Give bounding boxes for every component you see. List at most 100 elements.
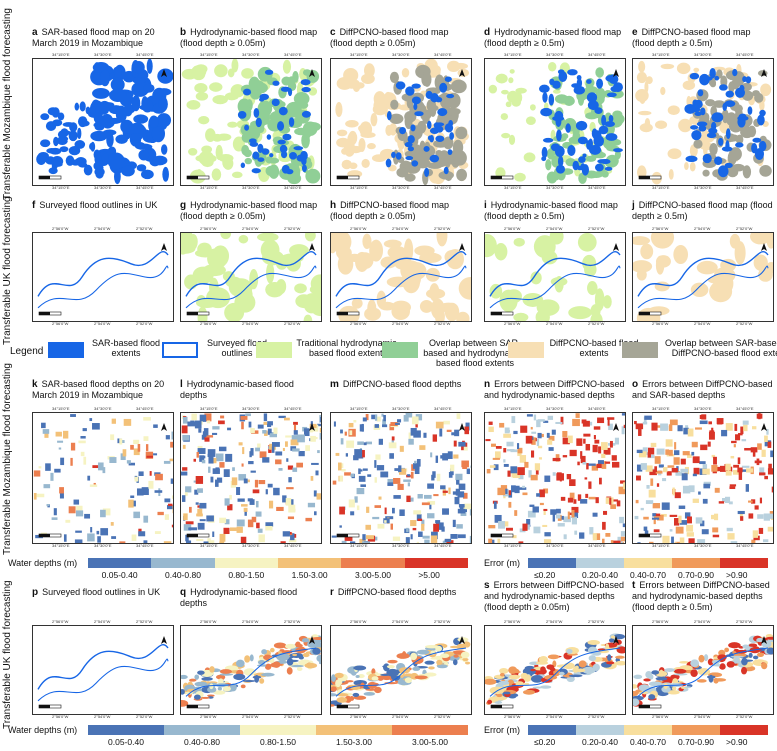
map-p-image (37, 636, 169, 709)
lon-tick-q-0: 2°56'0"W (200, 714, 217, 719)
panel-c-title: c DiffPCNO-based flood map (flood depth ≥… (330, 27, 449, 48)
map-panel-c (330, 58, 472, 186)
map-panel-m (330, 412, 472, 544)
lon-tick-top-e-2: 34°45'0"E (736, 52, 754, 57)
colorbar-label-3: 1.50-3.00 (336, 737, 372, 747)
lon-tick-p-0: 2°56'0"W (52, 714, 69, 719)
lon-tick-b-0: 34°15'0"E (200, 185, 218, 190)
lon-tick-top-m-0: 34°15'0"E (350, 406, 368, 411)
lon-tick-top-q-0: 2°56'0"W (200, 619, 217, 624)
map-q-image (181, 634, 321, 709)
lon-tick-top-t-1: 2°54'0"W (694, 619, 711, 624)
legend-label-3: Overlap between SAR-based and hydrodynam… (423, 338, 527, 368)
lon-tick-top-s-1: 2°54'0"W (546, 619, 563, 624)
lon-tick-top-o-2: 34°45'0"E (736, 406, 754, 411)
map-panel-s (484, 625, 626, 715)
lon-tick-top-f-2: 2°52'0"W (136, 226, 153, 231)
row-label-1: Transferable Mozambique flood forecastin… (2, 8, 13, 200)
map-s-image (485, 633, 625, 709)
map-panel-h (330, 232, 472, 322)
panel-m-title: m DiffPCNO-based flood depths (330, 379, 462, 390)
lon-tick-top-d-2: 34°45'0"E (588, 52, 606, 57)
lon-tick-c-2: 34°45'0"E (434, 185, 452, 190)
colorbar-label-5: >5.00 (418, 570, 440, 580)
lon-tick-e-2: 34°45'0"E (736, 185, 754, 190)
lon-tick-top-f-0: 2°56'0"W (52, 226, 69, 231)
error-colorbar-moz (528, 558, 768, 568)
row-label-3: Transferable Mozambique flood forecastin… (2, 363, 13, 555)
colorbar-segment-4 (720, 725, 768, 735)
colorbar-label-3: 1.50-3.00 (291, 570, 328, 580)
lon-tick-top-p-2: 2°52'0"W (136, 619, 153, 624)
colorbar-label-1: 0.20-0.40 (582, 737, 618, 747)
row-label-4: Transferable UK flood forecasting (2, 580, 13, 730)
lon-tick-top-c-1: 34°30'0"E (392, 52, 410, 57)
lon-tick-top-c-2: 34°45'0"E (434, 52, 452, 57)
panel-o-title: o Errors between DiffPCNO-based and SAR-b… (632, 379, 773, 400)
lon-tick-c-1: 34°30'0"E (392, 185, 410, 190)
lon-tick-top-p-0: 2°56'0"W (52, 619, 69, 624)
colorbar-label-3: 0.70-0.90 (678, 570, 714, 580)
lon-tick-top-e-1: 34°30'0"E (694, 52, 712, 57)
lon-tick-top-k-1: 34°30'0"E (94, 406, 112, 411)
map-panel-b (180, 58, 322, 186)
lon-tick-g-1: 2°54'0"W (242, 321, 259, 326)
lon-tick-r-2: 2°52'0"W (434, 714, 451, 719)
colorbar-label-2: 0.40-0.70 (630, 737, 666, 747)
colorbar-label-1: 0.20-0.40 (582, 570, 618, 580)
depth-colorbar-title-uk: Water depths (m) (8, 725, 78, 735)
panel-e-title: e DiffPCNO-based flood map (flood depth ≥… (632, 27, 751, 48)
lon-tick-e-0: 34°15'0"E (652, 185, 670, 190)
lon-tick-j-1: 2°54'0"W (694, 321, 711, 326)
legend-label-0: SAR-based flood extents (91, 338, 161, 358)
lon-tick-top-i-2: 2°52'0"W (588, 226, 605, 231)
legend-swatch-1 (162, 342, 198, 358)
lon-tick-d-2: 34°45'0"E (588, 185, 606, 190)
lon-tick-top-j-1: 2°54'0"W (694, 226, 711, 231)
colorbar-segment-3 (672, 558, 720, 568)
colorbar-segment-4 (341, 558, 405, 568)
map-n-image (485, 413, 625, 543)
lon-tick-top-k-2: 34°45'0"E (136, 406, 154, 411)
lon-tick-j-0: 2°56'0"W (652, 321, 669, 326)
lon-tick-o-0: 34°15'0"E (652, 543, 670, 548)
panel-r-title: r DiffPCNO-based flood depths (330, 587, 457, 598)
panel-j-title: j DiffPCNO-based flood map (flood depth ≥… (632, 200, 773, 221)
lon-tick-n-1: 34°30'0"E (546, 543, 564, 548)
lon-tick-f-1: 2°54'0"W (94, 321, 111, 326)
colorbar-segment-1 (576, 558, 624, 568)
colorbar-segment-3 (316, 725, 392, 735)
lon-tick-d-1: 34°30'0"E (546, 185, 564, 190)
lon-tick-top-j-2: 2°52'0"W (736, 226, 753, 231)
lon-tick-top-h-1: 2°54'0"W (392, 226, 409, 231)
lon-tick-b-2: 34°45'0"E (284, 185, 302, 190)
lon-tick-a-0: 34°15'0"E (52, 185, 70, 190)
lon-tick-top-h-0: 2°56'0"W (350, 226, 367, 231)
lon-tick-d-0: 34°15'0"E (504, 185, 522, 190)
lon-tick-top-a-2: 34°45'0"E (136, 52, 154, 57)
map-panel-n (484, 412, 626, 544)
lon-tick-top-a-0: 34°15'0"E (52, 52, 70, 57)
lon-tick-h-1: 2°54'0"W (392, 321, 409, 326)
colorbar-segment-2 (214, 558, 278, 568)
panel-n-title: n Errors between DiffPCNO-based and hydro… (484, 379, 625, 400)
lon-tick-b-1: 34°30'0"E (242, 185, 260, 190)
colorbar-segment-0 (528, 558, 576, 568)
lon-tick-top-t-0: 2°56'0"W (652, 619, 669, 624)
colorbar-segment-2 (624, 558, 672, 568)
lon-tick-top-b-2: 34°45'0"E (284, 52, 302, 57)
lon-tick-f-2: 2°52'0"W (136, 321, 153, 326)
lon-tick-i-1: 2°54'0"W (546, 321, 563, 326)
colorbar-segment-1 (164, 725, 240, 735)
map-panel-j (632, 232, 774, 322)
lon-tick-i-0: 2°56'0"W (504, 321, 521, 326)
lon-tick-m-0: 34°15'0"E (350, 543, 368, 548)
colorbar-label-4: >0.90 (726, 570, 748, 580)
map-c-image (335, 59, 469, 185)
lon-tick-top-h-2: 2°52'0"W (434, 226, 451, 231)
lon-tick-l-1: 34°30'0"E (242, 543, 260, 548)
panel-l-title: l Hydrodynamic-based flood depths (180, 379, 294, 400)
panel-k-title: k SAR-based flood depths on 20 March 2019… (32, 379, 165, 400)
lon-tick-top-s-2: 2°52'0"W (588, 619, 605, 624)
lon-tick-top-t-2: 2°52'0"W (736, 619, 753, 624)
